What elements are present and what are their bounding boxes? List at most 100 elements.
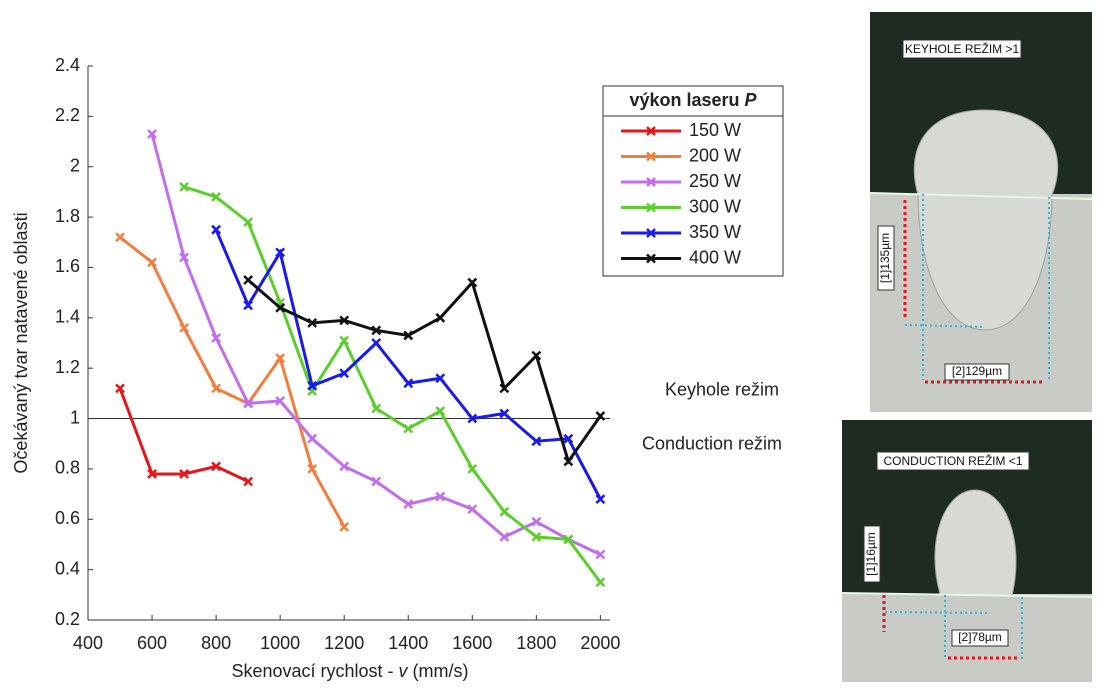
legend-label: 200 W xyxy=(689,145,741,165)
y-tick-label: 1.2 xyxy=(55,357,80,377)
series-line xyxy=(119,236,346,528)
marker xyxy=(595,549,606,560)
legend-label: 400 W xyxy=(689,247,741,267)
panel-title-box xyxy=(876,451,1030,471)
marker xyxy=(211,333,221,343)
marker xyxy=(211,461,221,472)
marker xyxy=(499,408,510,419)
legend-label: 350 W xyxy=(689,222,741,242)
marker xyxy=(179,469,189,479)
series-line xyxy=(118,387,249,483)
x-tick-label: 600 xyxy=(137,633,167,653)
marker xyxy=(595,577,606,588)
micrograph-conduction: CONDUCTION REŽIM <1 [1]16µm [2]78µm xyxy=(841,420,1093,682)
marker xyxy=(147,257,157,268)
marker xyxy=(307,380,318,391)
marker xyxy=(467,277,478,288)
series-line xyxy=(214,229,602,500)
marker xyxy=(339,461,350,472)
x-tick-label: 2000 xyxy=(580,633,620,653)
marker xyxy=(243,398,254,409)
y-axis-label: Očekávaný tvar natavené oblasti xyxy=(11,212,31,473)
marker xyxy=(435,373,446,384)
marker xyxy=(211,192,221,202)
marker xyxy=(531,436,542,447)
marker xyxy=(371,325,382,336)
marker xyxy=(179,181,189,192)
legend-marker xyxy=(646,151,656,162)
marker xyxy=(179,323,189,333)
legend-label: 300 W xyxy=(689,196,741,216)
measure-arrows xyxy=(903,200,1042,384)
marker xyxy=(339,521,350,532)
marker xyxy=(243,300,254,311)
marker xyxy=(243,217,254,228)
y-tick-label: 0.4 xyxy=(55,558,80,578)
y-tick-label: 1.4 xyxy=(55,307,80,327)
marker xyxy=(563,456,574,467)
marker xyxy=(243,275,254,285)
x-tick-label: 400 xyxy=(73,633,103,653)
marker xyxy=(403,330,414,341)
series-line xyxy=(183,185,602,584)
marker xyxy=(595,411,606,421)
marker xyxy=(531,350,542,361)
legend-box xyxy=(602,85,784,277)
legend-marker xyxy=(646,177,656,187)
marker xyxy=(435,312,446,323)
panel-title: CONDUCTION REŽIM <1 xyxy=(883,453,1022,468)
x-label-text: Skenovací rychlost - xyxy=(231,661,393,681)
marker xyxy=(499,383,510,394)
marker xyxy=(243,476,254,487)
marker xyxy=(211,383,221,394)
marker xyxy=(531,516,542,527)
measure-lines xyxy=(884,595,1023,660)
marker xyxy=(147,129,157,139)
marker xyxy=(499,532,510,542)
marker xyxy=(595,494,606,505)
depth-label: [1]16µm xyxy=(864,532,878,576)
marker xyxy=(563,534,574,545)
x-tick-label: 1400 xyxy=(388,633,428,653)
marker xyxy=(339,315,350,326)
y-tick-label: 2.4 xyxy=(55,55,80,75)
x-tick-label: 1000 xyxy=(260,633,300,653)
measure-lines xyxy=(904,194,1050,380)
marker xyxy=(275,396,286,406)
width-label: [2]129µm xyxy=(952,364,1002,378)
marker xyxy=(147,469,157,479)
annotation: Keyhole režim xyxy=(665,379,779,399)
marker xyxy=(339,368,350,379)
legend-label: 250 W xyxy=(689,171,741,191)
annotation: Conduction režim xyxy=(642,433,782,453)
marker xyxy=(115,232,125,243)
panel-title-box xyxy=(902,39,1022,59)
marker xyxy=(275,353,286,363)
legend-label: 150 W xyxy=(689,120,741,140)
marker xyxy=(467,464,478,474)
marker xyxy=(115,383,125,394)
label-box xyxy=(951,629,1009,647)
legend-marker xyxy=(646,253,656,264)
marker xyxy=(275,302,286,313)
marker xyxy=(371,403,382,414)
marker xyxy=(467,504,478,515)
melt-pool xyxy=(934,489,1017,597)
legend-title-symbol: P xyxy=(745,90,758,110)
label-box xyxy=(863,525,881,583)
x-axis-label: Skenovací rychlost - v (mm/s) xyxy=(231,661,468,681)
y-tick-label: 2.2 xyxy=(55,105,80,125)
legend-marker xyxy=(646,126,656,136)
width-label: [2]78µm xyxy=(958,630,1002,644)
marker xyxy=(403,378,414,389)
x-tick-label: 800 xyxy=(201,633,231,653)
y-tick-label: 0.2 xyxy=(55,609,80,629)
marker xyxy=(339,335,350,346)
surface-line xyxy=(841,592,1093,598)
marker xyxy=(403,499,414,510)
marker xyxy=(211,224,221,235)
x-tick-label: 1600 xyxy=(452,633,492,653)
marker xyxy=(307,464,318,474)
x-tick-label: 1800 xyxy=(516,633,556,653)
y-tick-label: 0.6 xyxy=(55,508,80,528)
